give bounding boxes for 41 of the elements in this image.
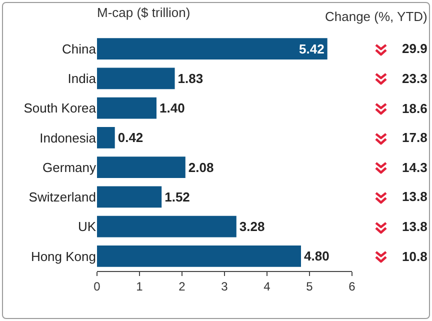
- text: 13.8: [402, 219, 428, 234]
- bar: [97, 127, 115, 148]
- data-label: 1.52: [164, 189, 190, 204]
- text: 23.3: [402, 71, 428, 86]
- bar: [97, 97, 156, 119]
- text: Change (%, YTD): [325, 9, 428, 24]
- x-tick-label: 2: [178, 279, 186, 294]
- bar: [97, 68, 175, 90]
- y-tick-label: India: [68, 70, 97, 86]
- text: 17.8: [402, 130, 428, 145]
- text: 14.3: [402, 160, 428, 175]
- data-label: 1.83: [178, 70, 204, 86]
- bar: [97, 156, 186, 178]
- x-tick-label: 1: [136, 279, 144, 294]
- x-tick-label: 3: [221, 279, 228, 294]
- text: 18.6: [402, 101, 428, 116]
- y-tick-label: Germany: [42, 160, 96, 175]
- data-label: 0.42: [118, 130, 144, 146]
- data-label: 4.80: [304, 248, 330, 264]
- text: 13.8: [402, 189, 428, 204]
- x-tick-label: 6: [348, 279, 356, 294]
- data-label: 3.28: [239, 219, 265, 234]
- bar: [97, 216, 236, 238]
- y-tick-label: UK: [78, 219, 96, 234]
- y-tick-label: South Korea: [24, 100, 97, 116]
- y-tick-label: Indonesia: [40, 130, 97, 146]
- data-label: 1.40: [160, 100, 185, 116]
- data-label: 5.42: [299, 41, 324, 56]
- y-tick-label: Hong Kong: [30, 248, 96, 264]
- y-tick-label: China: [62, 41, 97, 56]
- bar: [97, 186, 162, 208]
- x-tick-label: 5: [306, 279, 314, 294]
- chart-title: M-cap ($ trillion): [97, 5, 190, 20]
- x-tick-label: 4: [264, 279, 271, 294]
- text: 10.8: [402, 249, 428, 264]
- bar: [97, 38, 328, 60]
- text: 29.9: [402, 41, 428, 56]
- bar: [97, 246, 301, 267]
- data-label: 2.08: [188, 160, 214, 175]
- x-tick-label: 0: [94, 279, 101, 294]
- y-tick-label: Switzerland: [28, 189, 96, 204]
